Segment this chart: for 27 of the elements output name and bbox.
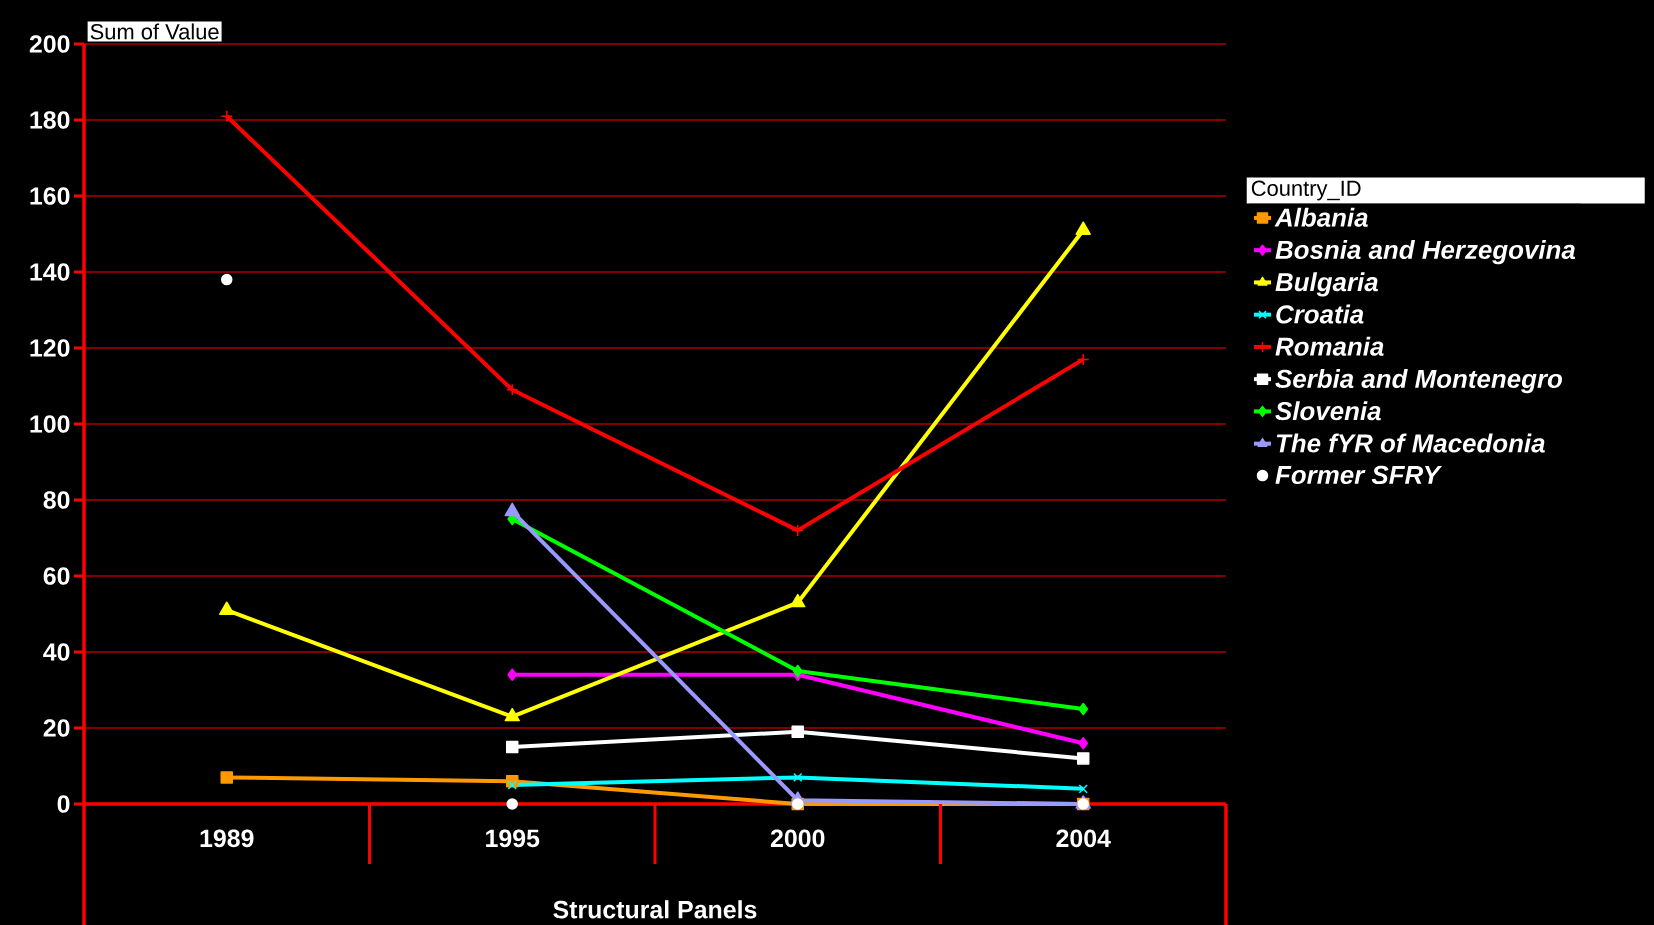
y-tick-label: 20 (43, 719, 70, 737)
legend-label: Former SFRY (1275, 465, 1443, 485)
y-tick-label: 80 (43, 491, 70, 509)
x-axis-title: Structural Panels (553, 900, 757, 919)
x-tick-label: 1989 (200, 829, 254, 848)
y-tick-label: 40 (43, 643, 70, 661)
x-tick-label: 2004 (1056, 829, 1111, 848)
y-tick-label: 160 (30, 187, 70, 205)
legend-label: Bulgaria (1275, 272, 1378, 297)
legend-label: Serbia and Montenegro (1275, 369, 1562, 394)
y-tick-label: 120 (30, 339, 70, 357)
x-tick-label: 2000 (770, 829, 825, 848)
y-tick-label: 140 (30, 263, 70, 281)
legend-label: Bosnia and Herzegovina (1275, 240, 1576, 265)
y-tick-label: 180 (30, 111, 70, 129)
legend-label: Albania (1274, 207, 1368, 227)
legend-label: Slovenia (1275, 401, 1381, 421)
y-tick-label: 200 (29, 35, 70, 53)
legend-label: The fYR of Macedonia (1276, 433, 1545, 453)
legend-title: Country_ID (1251, 180, 1361, 201)
legend-label: Romania (1275, 336, 1384, 356)
legend-label: Croatia (1276, 304, 1364, 324)
y-tick-label: 100 (30, 415, 70, 433)
y-tick-label: 60 (43, 567, 70, 585)
x-tick-label: 1995 (486, 829, 540, 848)
y-axis-title: Sum of Value (90, 23, 219, 40)
y-tick-label: 0 (57, 795, 70, 813)
